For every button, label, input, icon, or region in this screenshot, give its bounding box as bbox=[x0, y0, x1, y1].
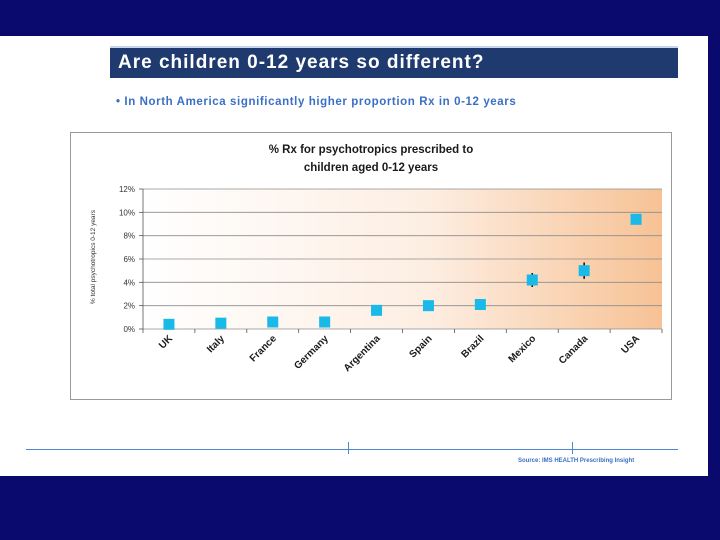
chart-svg: % Rx for psychotropics prescribed to chi… bbox=[90, 144, 663, 374]
chart-title-line2: children aged 0-12 years bbox=[304, 162, 438, 174]
data-point bbox=[163, 318, 175, 330]
x-tick-label: Brazil bbox=[459, 333, 486, 360]
data-point bbox=[474, 299, 486, 310]
data-point bbox=[422, 300, 434, 312]
x-tick-label: Germany bbox=[292, 333, 331, 372]
x-tick-label: Argentina bbox=[342, 333, 383, 374]
data-point bbox=[578, 265, 590, 277]
data-point bbox=[215, 317, 227, 329]
chart-title-line1: % Rx for psychotropics prescribed to bbox=[269, 144, 474, 156]
data-point bbox=[630, 213, 642, 225]
y-axis-label: % total psychotropics 0-12 years bbox=[90, 209, 97, 304]
x-tick-label: Spain bbox=[408, 333, 435, 360]
y-tick-label: 8% bbox=[123, 232, 135, 241]
footer-line bbox=[26, 449, 678, 450]
chart-frame: % Rx for psychotropics prescribed to chi… bbox=[70, 132, 672, 400]
source-note: Source: IMS HEALTH Prescribing Insight bbox=[518, 458, 635, 464]
y-tick-label: 12% bbox=[119, 185, 135, 194]
x-tick-label: Mexico bbox=[507, 333, 539, 365]
y-tick-label: 6% bbox=[123, 255, 135, 264]
bullet-point: • In North America significantly higher … bbox=[116, 96, 517, 108]
data-point bbox=[526, 274, 538, 286]
data-point bbox=[267, 316, 279, 328]
x-tick-label: UK bbox=[157, 333, 176, 352]
x-tick-label: Canada bbox=[557, 333, 591, 367]
y-tick-label: 4% bbox=[123, 278, 135, 287]
x-tick-label: USA bbox=[619, 333, 642, 356]
x-tick-label: France bbox=[248, 333, 279, 364]
footer-tick-1 bbox=[348, 442, 349, 454]
y-tick-label: 0% bbox=[123, 325, 135, 334]
slide: Are children 0-12 years so different? • … bbox=[0, 36, 708, 476]
y-tick-label: 2% bbox=[123, 302, 135, 311]
footer-tick-2 bbox=[572, 442, 573, 454]
slide-title: Are children 0-12 years so different? bbox=[110, 46, 678, 78]
data-point bbox=[319, 316, 331, 328]
x-tick-label: Italy bbox=[205, 333, 227, 355]
data-point bbox=[371, 304, 383, 316]
y-tick-label: 10% bbox=[119, 208, 135, 217]
